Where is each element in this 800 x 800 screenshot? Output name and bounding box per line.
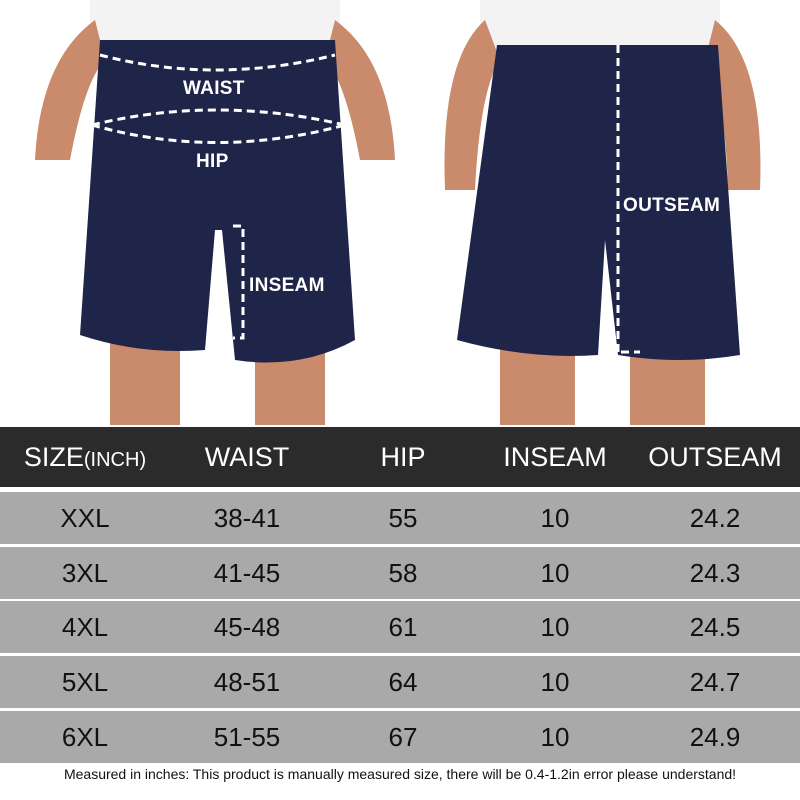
cell-waist: 48-51 (213, 666, 281, 697)
cell-hip: 58 (388, 557, 418, 588)
table-header: SIZE(INCH) WAIST HIP INSEAM OUTSEAM (0, 427, 800, 487)
cell-hip: 61 (388, 611, 418, 642)
cell-hip: 64 (388, 666, 418, 697)
cell-outseam: 24.2 (689, 502, 741, 533)
cell-size: 3XL (61, 557, 109, 588)
cell-waist: 38-41 (213, 502, 281, 533)
cell-size: 4XL (61, 611, 109, 642)
cell-size: 5XL (61, 666, 109, 697)
shorts-illustration (35, 0, 761, 425)
hip-label: HIP (196, 151, 229, 172)
cell-outseam: 24.9 (689, 721, 741, 752)
cell-inseam: 10 (540, 666, 570, 697)
header-inseam: INSEAM (503, 441, 607, 472)
inseam-label: INSEAM (249, 275, 325, 296)
cell-outseam: 24.5 (689, 611, 741, 642)
header-size: SIZE(INCH) (24, 442, 146, 473)
cell-hip: 55 (388, 502, 418, 533)
cell-outseam: 24.7 (689, 666, 741, 697)
table-row: 3XL 41-45 58 10 24.3 (0, 547, 800, 599)
cell-waist: 41-45 (213, 557, 281, 588)
cell-outseam: 24.3 (689, 557, 741, 588)
table-row: 4XL 45-48 61 10 24.5 (0, 601, 800, 653)
header-size-label: SIZE (23, 441, 84, 472)
table-row: 5XL 48-51 64 10 24.7 (0, 656, 800, 708)
header-outseam: OUTSEAM (648, 441, 782, 472)
table-row: 6XL 51-55 67 10 24.9 (0, 711, 800, 763)
cell-waist: 51-55 (213, 721, 281, 752)
cell-size: 6XL (61, 721, 109, 752)
product-photo: WAIST HIP INSEAM OUTSEAM (35, 0, 761, 425)
cell-waist: 45-48 (213, 611, 281, 642)
cell-inseam: 10 (540, 557, 570, 588)
cell-inseam: 10 (540, 502, 570, 533)
waist-label: WAIST (183, 78, 245, 99)
measurement-note: Measured in inches: This product is manu… (63, 766, 737, 782)
header-hip: HIP (380, 441, 426, 472)
cell-hip: 67 (388, 721, 418, 752)
outseam-label: OUTSEAM (623, 195, 721, 216)
table-row: XXL 38-41 55 10 24.2 (0, 492, 800, 544)
cell-inseam: 10 (540, 721, 570, 752)
cell-size: XXL (60, 502, 110, 533)
cell-inseam: 10 (540, 611, 570, 642)
header-waist: WAIST (204, 441, 290, 472)
header-size-unit: (INCH) (83, 448, 147, 471)
